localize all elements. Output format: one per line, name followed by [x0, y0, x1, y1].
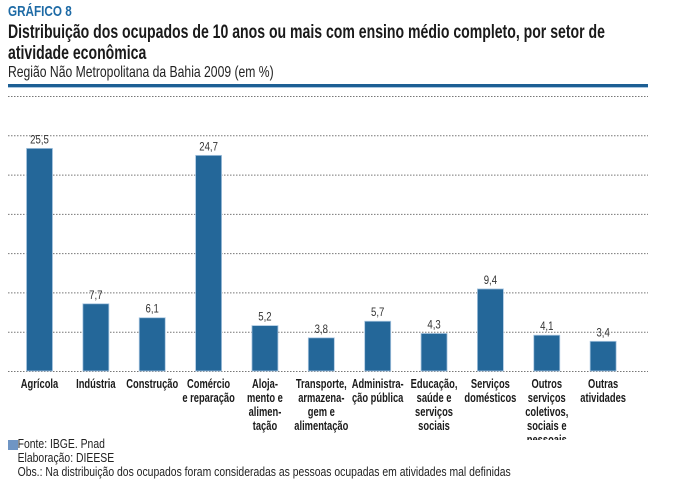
- category-label-line: serviços: [528, 392, 566, 406]
- category-label-line: Transporte,: [296, 378, 347, 392]
- category-label-line: pessoais: [527, 434, 567, 440]
- category-label-line: Agrícola: [21, 378, 59, 392]
- value-label: 3,4: [596, 326, 609, 339]
- bar: [195, 154, 222, 372]
- category-label: Administra-ção pública: [352, 378, 404, 406]
- bars: [26, 147, 617, 372]
- category-label-line: tação: [253, 420, 277, 434]
- bar: [82, 303, 110, 372]
- category-label-line: saúde e: [417, 392, 452, 406]
- category-label: Construção: [126, 378, 178, 392]
- bar: [420, 333, 448, 372]
- value-label: 25,5: [30, 133, 49, 146]
- category-label: Transporte, armazena-gem e alimentação: [294, 378, 348, 434]
- bar: [251, 325, 279, 372]
- legend-square-icon: [8, 440, 18, 450]
- source-note: Fonte: IBGE. Pnad: [17, 436, 105, 451]
- bar: [26, 147, 53, 372]
- observation-note: Obs.: Na distribuição dos ocupados foram…: [17, 464, 511, 479]
- chart-kicker: GRÁFICO 8: [8, 3, 90, 20]
- category-label: Outras atividades: [580, 378, 626, 406]
- category-label: Educação, saúde e serviços sociais: [411, 378, 458, 434]
- bar: [589, 340, 617, 372]
- category-label-line: gem e: [308, 406, 335, 420]
- value-label: 5,2: [258, 311, 271, 324]
- value-labels: 25,5 7,7 6,1 24,7 5,2 3,8 5,7 4,3 9,4 4,1 3,4: [30, 133, 610, 339]
- bar: [364, 320, 392, 372]
- category-label: Indústria: [76, 378, 116, 392]
- category-label-line: alimentação: [294, 420, 348, 434]
- category-label-line: Comércio: [187, 378, 230, 392]
- category-label-line: alimen-: [249, 406, 282, 420]
- kicker-text: GRÁFICO 8: [8, 3, 72, 20]
- category-label-line: sociais e: [527, 420, 566, 434]
- value-label: 9,4: [484, 274, 497, 287]
- value-label: 3,8: [315, 323, 328, 336]
- chart-subtitle: Região Não Metropolitana da Bahia 2009 (…: [8, 64, 274, 81]
- category-label: Aloja-mento e alimen-tação: [247, 378, 283, 434]
- value-label: 5,7: [371, 306, 384, 319]
- category-label-line: domésticos: [464, 392, 516, 406]
- category-label-line: Administra-: [352, 378, 404, 392]
- value-label: 4,3: [427, 319, 440, 332]
- bar: [138, 317, 166, 372]
- category-label-line: sociais: [418, 420, 450, 434]
- bar: [477, 288, 504, 372]
- category-label-line: armazena-: [298, 392, 344, 406]
- category-label: Agrícola: [21, 378, 59, 392]
- category-label-line: Outras: [588, 378, 618, 392]
- bar: [307, 337, 335, 372]
- bar-chart: 25,5 7,7 6,1 24,7 5,2 3,8 5,7 4,3 9,4 4,1 3,4 Agrí…: [8, 96, 648, 440]
- category-label-line: atividades: [580, 392, 626, 406]
- chart-footer: Fonte: IBGE. Pnad Elaboração: DIEESE Obs…: [8, 437, 636, 479]
- category-labels: Agrícola Indústria Construção Comércio e rep…: [21, 378, 626, 440]
- chart-title: Distribuição dos ocupados de 10 anos ou …: [8, 22, 605, 64]
- category-label-line: Aloja-: [252, 378, 278, 392]
- category-label: Comércio e reparação: [182, 378, 235, 406]
- bar: [533, 334, 561, 372]
- category-label-line: serviços: [415, 406, 453, 420]
- elaboration-note: Elaboração: DIEESE: [17, 450, 115, 465]
- category-label-line: ção pública: [352, 392, 404, 406]
- value-label: 7,7: [89, 289, 102, 302]
- category-label-line: Indústria: [76, 378, 116, 392]
- category-label-line: Construção: [126, 378, 178, 392]
- category-label-line: coletivos,: [525, 406, 568, 420]
- value-label: 6,1: [146, 303, 159, 316]
- category-label-line: Outros: [531, 378, 562, 392]
- title-rule: [8, 84, 648, 88]
- value-label: 24,7: [199, 140, 218, 153]
- category-label-line: e reparação: [182, 392, 235, 406]
- value-label: 4,1: [540, 320, 553, 333]
- category-label-line: Serviços: [471, 378, 510, 392]
- category-label-line: Educação,: [411, 378, 458, 392]
- category-label-line: mento e: [247, 392, 283, 406]
- category-label: Serviços domésticos: [464, 378, 516, 406]
